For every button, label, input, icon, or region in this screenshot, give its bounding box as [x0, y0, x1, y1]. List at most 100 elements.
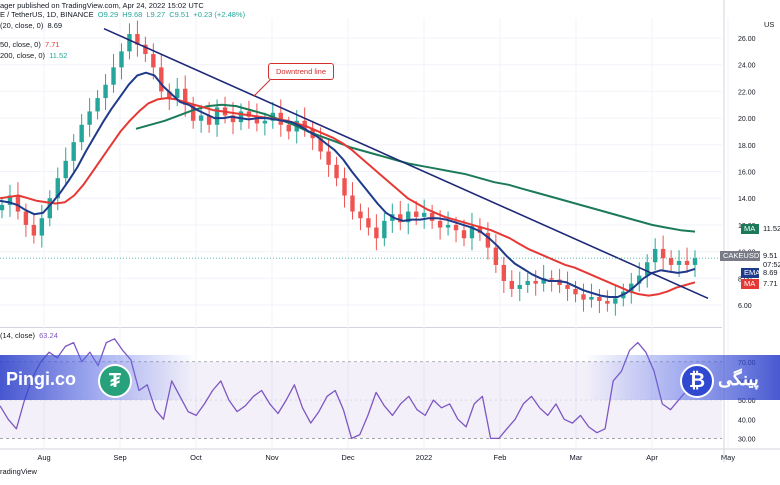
ma200-legend-label: 200, close, 0)	[0, 51, 46, 60]
candle-body	[151, 54, 156, 68]
high-value: H9.68	[122, 10, 143, 19]
candle-body	[31, 224, 37, 236]
candle-body	[406, 211, 411, 223]
x-tick-label: Apr	[646, 453, 658, 462]
candle-body	[477, 226, 483, 233]
x-tick-label: May	[721, 453, 735, 462]
candle-body	[581, 294, 586, 300]
ma50-legend-value: 7.71	[44, 40, 60, 49]
candle-body	[183, 88, 188, 105]
price-tick-label: 16.00	[738, 170, 756, 177]
candle-body	[0, 204, 5, 211]
candle-body	[525, 280, 530, 285]
x-tick-label: Feb	[494, 453, 507, 462]
ema-legend[interactable]: (20, close, 0) 8.69	[0, 21, 64, 30]
rsi-legend-value: 63.24	[39, 331, 58, 340]
price-tick-label: 6.00	[738, 303, 752, 310]
countdown-tag: 07:52	[763, 260, 780, 269]
candle-body	[143, 44, 148, 55]
candle-body	[645, 262, 650, 276]
price-tick-label: 22.00	[738, 89, 756, 96]
x-tick-label: 2022	[416, 453, 433, 462]
x-tick-label: Sep	[113, 453, 126, 462]
candle-body	[342, 178, 347, 196]
rsi-legend-label: (14, close)	[0, 331, 36, 340]
downtrend-annotation[interactable]: Downtrend line	[268, 63, 335, 80]
candle-body	[501, 264, 507, 281]
candle-body	[159, 67, 164, 92]
candle-body	[198, 115, 204, 121]
candle-body	[127, 34, 132, 52]
candle-body	[382, 220, 387, 239]
pane-divider	[0, 327, 722, 328]
candle-body	[549, 278, 554, 280]
candle-body	[55, 178, 60, 199]
candle-body	[95, 98, 100, 112]
candle-body	[533, 280, 538, 284]
candle-body	[692, 258, 698, 265]
candle-body	[637, 275, 642, 284]
candle-body	[15, 195, 21, 212]
ma200-line	[135, 103, 696, 233]
candle-body	[254, 116, 260, 124]
rsi-tick-label: 30.00	[738, 436, 756, 443]
ma50-legend[interactable]: 50, close, 0) 7.71	[0, 40, 62, 49]
x-tick-label: Dec	[341, 453, 355, 462]
symbol-tag: CAKEUSDT	[720, 251, 766, 261]
candle-body	[63, 160, 68, 179]
price-tag: 9.51	[760, 251, 780, 261]
candle-body	[589, 296, 594, 300]
candle-body	[652, 248, 658, 263]
candle-body	[326, 151, 331, 165]
candle-body	[469, 226, 475, 239]
candle-body	[493, 247, 499, 265]
candle-body	[286, 124, 291, 132]
candle-body	[278, 112, 283, 125]
brand-right-text[interactable]: پینگی	[718, 369, 759, 389]
ema-tag-value: 8.69	[763, 268, 778, 277]
candle-body	[334, 164, 339, 179]
candle-body	[437, 220, 443, 228]
ma200-tag-label: MA	[741, 224, 759, 234]
candle-body	[660, 248, 666, 259]
x-tick-label: Aug	[37, 453, 50, 462]
candle-body	[230, 115, 236, 123]
candle-body	[175, 88, 180, 99]
ema-line	[0, 71, 696, 298]
rsi-tick-label: 50.00	[738, 398, 756, 405]
candle-body	[318, 138, 323, 152]
ma200-tag-value: 11.52	[763, 224, 780, 233]
currency-label: US	[764, 20, 775, 29]
candle-body	[509, 280, 514, 289]
candle-body	[238, 111, 244, 123]
tether-coin-icon: ₮	[98, 364, 132, 398]
candle-body	[541, 278, 546, 284]
candle-body	[7, 195, 13, 205]
x-tick-label: Nov	[265, 453, 279, 462]
brand-left-text[interactable]: Pingi.co	[6, 369, 77, 389]
candle-body	[111, 67, 116, 85]
candle-body	[374, 227, 379, 239]
symbol-text: E / TetherUS, 1D, BINANCE	[0, 10, 94, 19]
ma50-tag-label: MA	[741, 279, 759, 289]
ma50-legend-label: 50, close, 0)	[0, 40, 41, 49]
footer-text[interactable]: radingView	[0, 467, 37, 476]
candle-body	[461, 230, 467, 239]
candle-body	[79, 124, 84, 143]
close-value: C9.51	[169, 10, 190, 19]
ma200-legend[interactable]: 200, close, 0) 11.52	[0, 51, 69, 60]
candle-body	[47, 198, 52, 219]
candle-body	[366, 218, 371, 228]
open-value: O9.29	[97, 10, 119, 19]
annotation-pointer	[253, 79, 271, 97]
candle-body	[190, 104, 196, 121]
rsi-tick-label: 40.00	[738, 417, 756, 424]
candle-body	[597, 296, 602, 301]
rsi-legend[interactable]: (14, close) 63.24	[0, 331, 60, 340]
symbol-line: E / TetherUS, 1D, BINANCE O9.29 H9.68 L9…	[0, 10, 247, 19]
candle-body	[103, 84, 108, 99]
candle-body	[358, 211, 363, 219]
candle-body	[398, 214, 403, 223]
candle-body	[684, 260, 690, 265]
